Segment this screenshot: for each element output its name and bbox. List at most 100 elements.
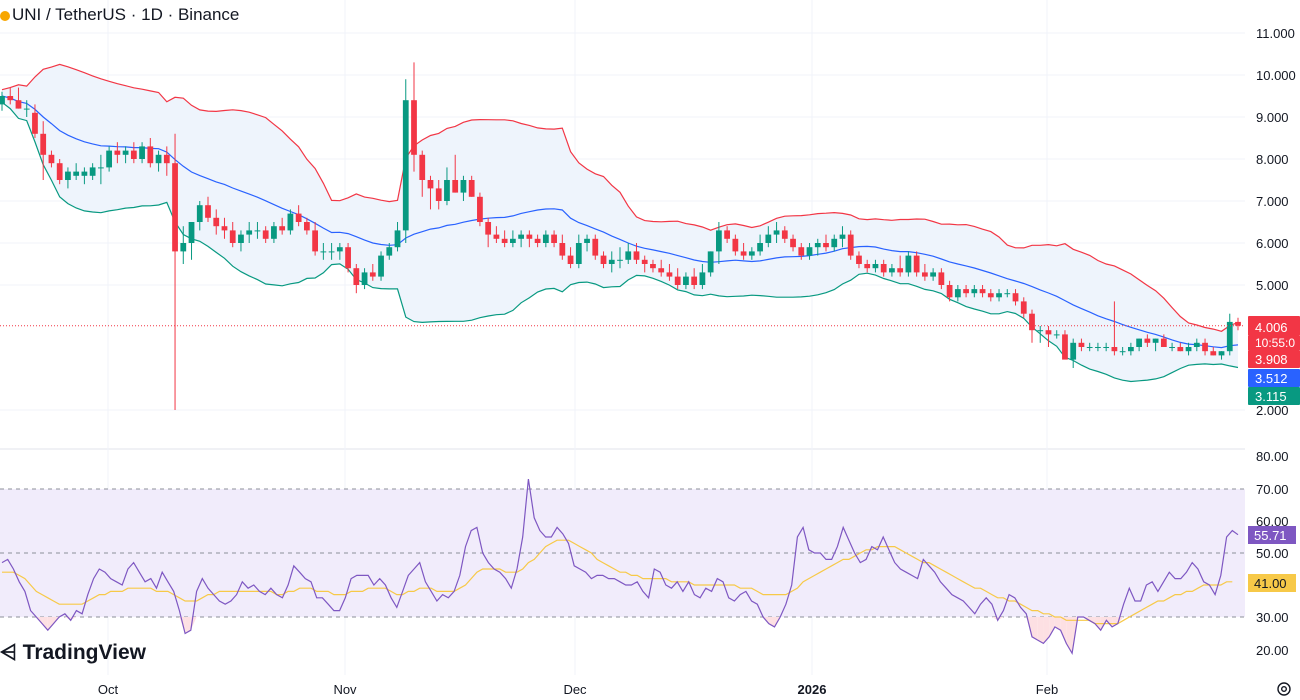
candle [856,251,862,269]
rsi-ma-value-tag: 41.00 [1254,576,1287,591]
candle [790,234,796,252]
candle-body [715,230,722,252]
candle-body [180,243,187,252]
candle-body [468,180,475,197]
candle [97,154,104,185]
candle-body [608,259,615,264]
candle [435,180,442,210]
candle-body [979,289,986,294]
candle-body [839,234,846,239]
candle-body [378,255,384,277]
candle-body [1045,330,1052,335]
candle [1160,334,1167,347]
candle-body [402,100,409,231]
candle [130,142,137,164]
candle [419,150,426,197]
exchange-icon [0,10,10,21]
candle [748,247,755,260]
candle-body [485,222,492,235]
candle-body [1202,342,1208,352]
rsi-oversold-fill [1060,617,1067,644]
candle [633,243,640,264]
candle [15,87,22,109]
candle-body [312,230,319,252]
candle-body [814,243,821,248]
candle [757,234,763,256]
rsi-axis-tick: 20.00 [1256,643,1289,658]
candle-body [271,226,277,239]
candle [246,222,253,243]
candle-body [1012,293,1019,302]
price-tag-value: 3.115 [1255,389,1287,404]
candle-body [683,276,689,285]
candle-body [501,238,508,243]
candle-body [1136,338,1143,347]
candle [971,285,978,298]
x-axis-month-label: Nov [333,682,357,697]
candle [1152,338,1159,352]
candle [847,230,854,260]
candle [509,230,516,248]
candle [740,243,747,260]
tradingview-logo[interactable]: ⩤ TradingView [0,641,146,665]
candle [1095,342,1101,352]
candle-body [575,243,582,264]
candle-body [971,289,978,294]
rsi-axis-tick: 80.00 [1256,449,1289,464]
candle-body [238,234,244,243]
candle [411,62,417,172]
candle-body [1218,351,1225,356]
candle [1210,347,1217,356]
countdown-box [1248,336,1300,350]
candle-body [155,154,162,164]
candle [773,222,780,243]
candle-body [1193,342,1200,347]
candle-body [1226,321,1233,352]
settings-gear-icon[interactable] [1276,681,1292,697]
candle-body [23,108,30,110]
candle-body [40,133,47,155]
candle-body [205,205,211,218]
candle-body [1177,347,1184,352]
candle-body [1127,347,1134,352]
candle [369,264,376,281]
price-axis-tick: 5.000 [1256,278,1289,293]
candle [938,268,945,290]
candle [172,133,178,410]
candle-body [7,96,14,101]
candle-body [295,213,302,222]
candle-body [213,217,220,227]
rsi-oversold-fill [1037,617,1044,644]
candle [1070,338,1077,368]
candle [715,222,722,264]
candle [163,146,170,176]
candle [666,264,673,281]
candle [1235,317,1241,331]
candle [493,226,500,243]
candle-body [1053,334,1060,336]
candle-body [592,238,599,256]
candle [1045,326,1052,347]
symbol-label: UNI / TetherUS · 1D · Binance [12,5,240,24]
candle-body [1103,347,1110,348]
candle [1111,301,1118,356]
candle-body [246,230,253,235]
candle-body [353,268,360,285]
candle-body [509,238,516,243]
candle [460,175,467,201]
candle-body [831,238,838,248]
price-tag-value: 3.512 [1255,371,1288,386]
candle [65,167,71,189]
rsi-ma-value-tag-bg [1248,574,1296,592]
candle-body [567,255,574,264]
candle [32,104,38,138]
rsi-oversold-fill [1049,617,1055,637]
candle [1202,338,1208,356]
candle [617,247,623,269]
candle-body [823,243,829,248]
candle-body [493,234,500,239]
candle-body [996,293,1002,298]
rsi-oversold-fill [1032,617,1038,641]
candle-body [691,276,698,285]
